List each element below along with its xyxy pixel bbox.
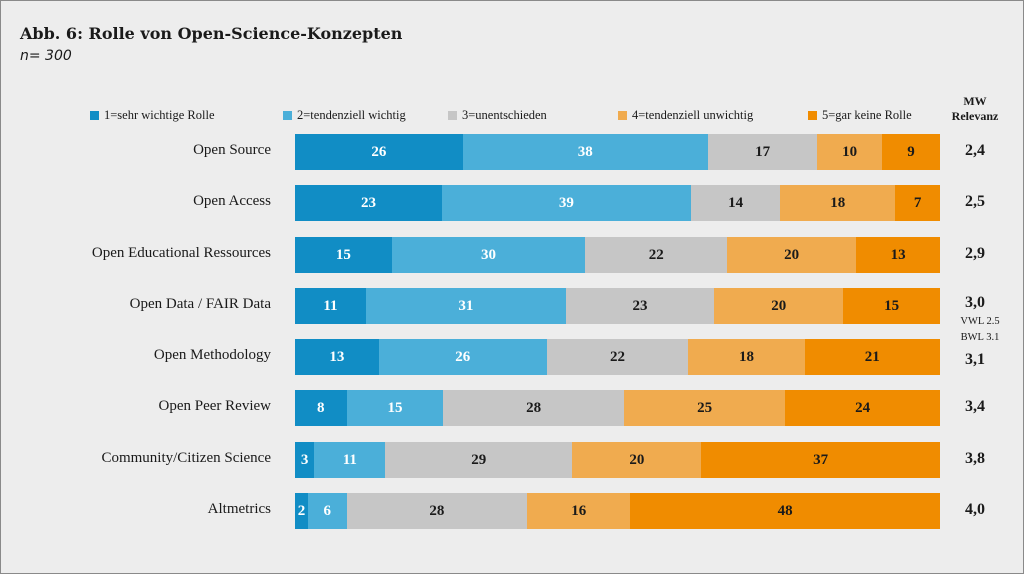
bar-segment: 20	[727, 237, 857, 273]
bar-segment: 18	[688, 339, 805, 375]
legend-label: 3=unentschieden	[462, 108, 547, 122]
legend-swatch	[90, 111, 99, 120]
bar-segment: 29	[385, 442, 573, 478]
stacked-bar: 15 30 22 20 13	[295, 237, 940, 273]
bar-segment: 23	[295, 185, 442, 221]
bar-segment: 28	[346, 493, 528, 529]
mw-value: 4,0	[965, 501, 985, 518]
category-label: Open Source	[193, 142, 271, 158]
category-label: Open Data / FAIR Data	[129, 296, 271, 312]
stacked-bar: 13 26 22 18 21	[295, 339, 940, 375]
bar-segment: 9	[881, 134, 940, 170]
legend-swatch	[618, 111, 627, 120]
annotation-vwl: VWL 2.5	[960, 316, 1000, 327]
mw-header: MW Relevanz	[940, 94, 1010, 124]
bar-segment: 7	[895, 185, 940, 221]
bar-segment: 18	[780, 185, 896, 221]
chart-title: Abb. 6: Rolle von Open-Science-Konzepten	[20, 24, 403, 43]
mw-value: 3,0	[965, 294, 985, 311]
legend-swatch	[283, 111, 292, 120]
bar-segment: 31	[365, 288, 566, 324]
legend-item: 1=sehr wichtige Rolle	[90, 108, 215, 123]
bar-segment: 22	[546, 339, 689, 375]
bar-segment: 22	[585, 237, 728, 273]
mw-header-line1: MW	[963, 94, 987, 108]
legend-item: 3=unentschieden	[448, 108, 547, 123]
category-label: Community/Citizen Science	[101, 450, 271, 466]
bar-segment: 20	[714, 288, 844, 324]
mw-value: 3,1	[965, 351, 985, 368]
category-label: Open Peer Review	[158, 398, 271, 414]
stacked-bar: 3 11 29 20 37	[295, 442, 940, 478]
bar-segment: 14	[690, 185, 781, 221]
annotation-bwl: BWL 3.1	[960, 332, 1000, 343]
legend-label: 5=gar keine Rolle	[822, 108, 912, 122]
bar-segment: 8	[295, 390, 347, 426]
bar-segment: 11	[314, 442, 386, 478]
category-label: Open Methodology	[153, 347, 271, 363]
legend-label: 4=tendenziell unwichtig	[632, 108, 754, 122]
mw-value: 2,4	[965, 142, 985, 159]
legend-item: 4=tendenziell unwichtig	[618, 108, 753, 123]
bar-segment: 20	[572, 442, 702, 478]
bar-segment: 25	[623, 390, 786, 426]
bar-segment: 13	[295, 339, 379, 375]
bar-segment: 26	[378, 339, 547, 375]
stacked-bar: 11 31 23 20 15	[295, 288, 940, 324]
bar-segment: 38	[462, 134, 708, 170]
legend-label: 2=tendenziell wichtig	[297, 108, 406, 122]
bar-segment: 6	[307, 493, 347, 529]
bar-segment: 2	[295, 493, 308, 529]
bar-segment: 13	[856, 237, 940, 273]
category-label: Open Access	[193, 193, 271, 209]
legend-swatch	[808, 111, 817, 120]
bar-segment: 10	[817, 134, 882, 170]
mw-value: 3,4	[965, 398, 985, 415]
stacked-bar: 23 39 14 18 7	[295, 185, 940, 221]
bar-segment: 21	[804, 339, 940, 375]
bar-segment: 3	[295, 442, 315, 478]
bar-segment: 24	[785, 390, 940, 426]
bar-segment: 39	[441, 185, 691, 221]
category-label: Altmetrics	[207, 501, 271, 517]
bar-segment: 15	[295, 237, 392, 273]
bar-segment: 17	[707, 134, 818, 170]
bar-segment: 23	[565, 288, 715, 324]
bar-segment: 15	[843, 288, 940, 324]
stacked-bar: 2 6 28 16 48	[295, 493, 940, 529]
bar-segment: 30	[391, 237, 586, 273]
legend-swatch	[448, 111, 457, 120]
mw-value: 3,8	[965, 450, 985, 467]
stacked-bar: 8 15 28 25 24	[295, 390, 940, 426]
bar-segment: 28	[443, 390, 624, 426]
legend-label: 1=sehr wichtige Rolle	[104, 108, 215, 122]
legend-item: 2=tendenziell wichtig	[283, 108, 406, 123]
mw-value: 2,5	[965, 193, 985, 210]
bar-segment: 11	[295, 288, 366, 324]
stacked-bar: 26 38 17 10 9	[295, 134, 940, 170]
bar-segment: 16	[527, 493, 631, 529]
bar-segment: 48	[630, 493, 940, 529]
bar-segment: 26	[295, 134, 463, 170]
chart-subtitle: n= 300	[20, 48, 72, 64]
bar-segment: 37	[701, 442, 940, 478]
mw-value: 2,9	[965, 245, 985, 262]
category-label: Open Educational Ressources	[91, 245, 271, 261]
bar-segment: 15	[346, 390, 444, 426]
mw-header-line2: Relevanz	[951, 109, 999, 123]
legend-item: 5=gar keine Rolle	[808, 108, 912, 123]
